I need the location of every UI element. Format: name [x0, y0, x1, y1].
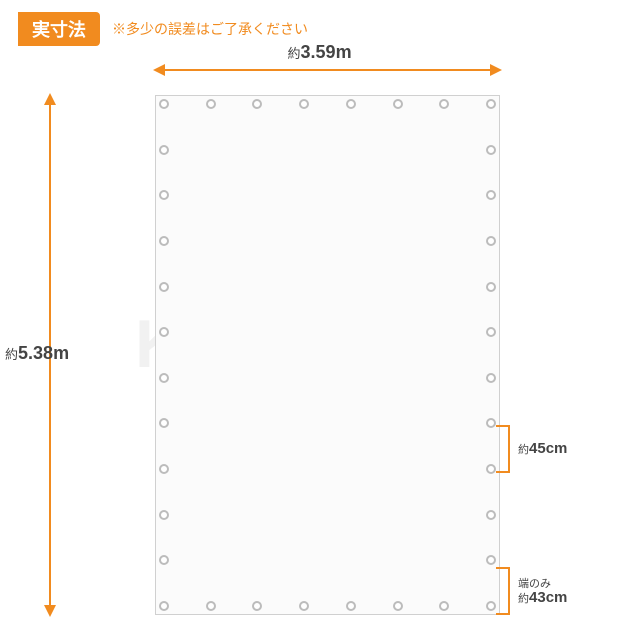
edge-bracket: [496, 567, 510, 615]
eyelet: [159, 145, 169, 155]
width-dimension: 約3.59m: [288, 42, 352, 63]
eyelet: [206, 99, 216, 109]
eyelet: [486, 282, 496, 292]
eyelet: [486, 601, 496, 611]
eyelet: [486, 510, 496, 520]
eyelet: [159, 236, 169, 246]
eyelet: [159, 510, 169, 520]
eyelet: [346, 601, 356, 611]
height-dimension: 約5.38m: [5, 343, 69, 364]
eyelet: [393, 601, 403, 611]
eyelet: [486, 99, 496, 109]
eyelet: [159, 99, 169, 109]
eyelet: [159, 601, 169, 611]
eyelet-spacing: 約45cm: [518, 440, 567, 457]
eyelet: [346, 99, 356, 109]
edge-spacing: 約43cm: [518, 589, 567, 606]
eyelet: [159, 282, 169, 292]
eyelet: [486, 145, 496, 155]
sheet-outline: [155, 95, 500, 615]
eyelet: [206, 601, 216, 611]
eyelet: [486, 373, 496, 383]
eyelet: [393, 99, 403, 109]
eyelet: [159, 373, 169, 383]
dimension-diagram: KIKAIYA 約3.59m 約5.38m 約45cm 端のみ 約43cm: [0, 0, 640, 640]
eyelet: [486, 236, 496, 246]
spacing-bracket: [496, 425, 510, 473]
